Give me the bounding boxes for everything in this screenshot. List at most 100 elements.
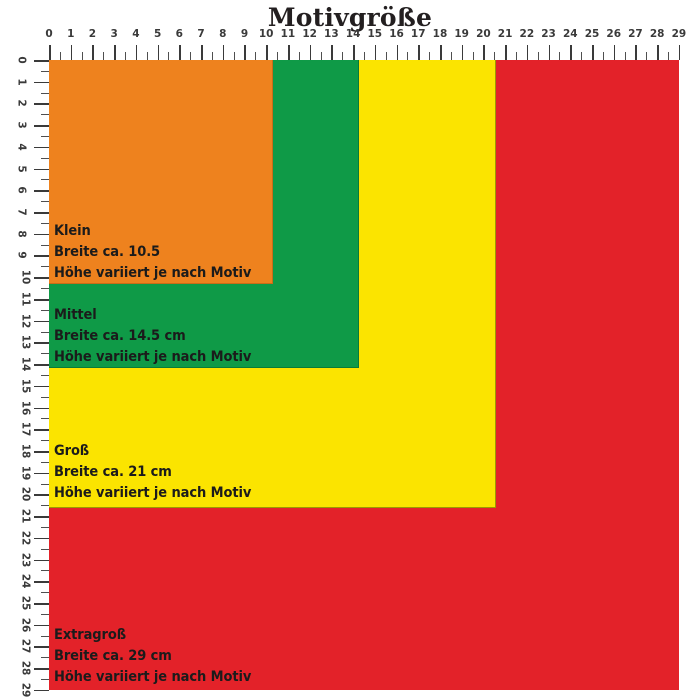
- x-tick-major: [266, 45, 268, 60]
- y-tick-major: [34, 385, 49, 388]
- x-tick-major: [396, 45, 399, 60]
- x-tick-major: [418, 45, 420, 60]
- x-tick-major: [222, 45, 225, 60]
- x-tick-minor: [342, 52, 344, 60]
- y-tick-minor: [41, 679, 49, 681]
- x-tick-minor: [515, 52, 517, 60]
- x-tick-label: 7: [197, 28, 205, 40]
- y-tick-major: [34, 472, 49, 475]
- x-tick-minor: [298, 52, 300, 60]
- y-tick-label: 17: [19, 421, 32, 437]
- x-tick-major: [92, 45, 95, 60]
- vertical-ruler: 0 1 2 3 4 5 6 7 8 9 10 11 12 13 14 15 16 17 18 19 20 21 22 23 24…: [16, 56, 49, 697]
- y-tick-label: 5: [15, 164, 28, 173]
- size-label-extragross-width: Breite ca. 29 cm: [54, 648, 172, 664]
- x-tick-label: 28: [649, 28, 665, 40]
- x-tick-minor: [146, 52, 148, 60]
- x-tick-minor: [211, 52, 213, 60]
- y-tick-minor: [41, 179, 49, 181]
- y-tick-major: [34, 212, 49, 214]
- x-tick-label: 24: [562, 28, 578, 40]
- x-tick-major: [374, 45, 377, 60]
- y-tick-label: 4: [15, 143, 28, 151]
- x-tick-minor: [81, 52, 83, 60]
- size-label-mittel-width: Breite ca. 14.5 cm: [54, 328, 186, 344]
- x-tick-label: 23: [541, 28, 556, 40]
- x-tick-minor: [537, 52, 539, 60]
- x-tick-minor: [624, 52, 626, 60]
- x-tick-label: 2: [88, 28, 97, 40]
- y-tick-minor: [41, 288, 49, 290]
- y-tick-major: [34, 342, 49, 344]
- y-tick-major: [34, 407, 49, 410]
- y-tick-label: 25: [19, 595, 32, 611]
- x-tick-major: [49, 45, 51, 60]
- x-tick-label: 17: [410, 28, 426, 40]
- y-tick-major: [34, 429, 49, 431]
- x-tick-major: [353, 45, 355, 60]
- y-tick-minor: [41, 440, 49, 442]
- y-tick-minor: [41, 92, 49, 94]
- y-tick-label: 7: [15, 208, 28, 216]
- size-label-klein: Klein Breite ca. 10.5 Höhe variiert je n…: [54, 221, 251, 284]
- y-tick-minor: [41, 526, 49, 528]
- y-tick-label: 27: [19, 639, 32, 654]
- y-tick-label: 18: [19, 443, 32, 459]
- y-tick-major: [34, 559, 49, 562]
- x-tick-minor: [450, 52, 452, 60]
- x-tick-minor: [559, 52, 561, 60]
- x-tick-label: 15: [367, 28, 383, 40]
- y-tick-major: [34, 277, 49, 279]
- y-tick-label: 0: [15, 56, 28, 64]
- y-tick-label: 28: [19, 660, 32, 676]
- y-tick-major: [34, 125, 49, 127]
- size-label-mittel: Mittel Breite ca. 14.5 cm Höhe variiert …: [54, 305, 251, 368]
- x-tick-label: 11: [280, 28, 296, 40]
- x-tick-label: 25: [584, 28, 600, 40]
- y-tick-minor: [41, 396, 49, 398]
- y-tick-label: 1: [15, 78, 28, 86]
- x-tick-major: [309, 45, 312, 60]
- y-tick-minor: [41, 483, 49, 485]
- x-tick-label: 3: [110, 28, 118, 40]
- y-tick-label: 15: [19, 378, 32, 394]
- x-tick-major: [635, 45, 638, 60]
- x-tick-major: [70, 45, 73, 60]
- y-tick-label: 19: [19, 465, 32, 480]
- x-tick-major: [114, 45, 116, 60]
- x-tick-minor: [581, 52, 583, 60]
- x-tick-major: [678, 45, 681, 60]
- y-tick-minor: [41, 548, 49, 550]
- y-tick-major: [34, 255, 49, 258]
- horizontal-ruler: 0 1 2 3 4 5 6 7 8 9 10 11 12 13 14 15 16 17 18 19 20 21 22 23 24…: [45, 28, 686, 60]
- y-tick-major: [34, 320, 49, 323]
- y-tick-minor: [41, 418, 49, 420]
- y-tick-minor: [41, 613, 49, 615]
- x-tick-label: 14: [345, 28, 361, 40]
- size-label-mittel-height: Höhe variiert je nach Motiv: [54, 349, 252, 365]
- y-tick-major: [34, 581, 49, 583]
- y-tick-label: 16: [19, 400, 32, 415]
- y-tick-label: 23: [19, 552, 32, 567]
- y-tick-minor: [41, 570, 49, 572]
- x-tick-major: [592, 45, 594, 60]
- size-band-klein: [49, 60, 273, 284]
- x-tick-label: 27: [628, 28, 643, 40]
- x-tick-minor: [233, 52, 235, 60]
- x-tick-major: [439, 45, 442, 60]
- y-tick-label: 6: [15, 186, 28, 194]
- x-tick-label: 19: [454, 28, 469, 40]
- y-tick-label: 26: [19, 617, 32, 633]
- x-tick-label: 21: [497, 28, 513, 40]
- x-tick-minor: [125, 52, 127, 60]
- x-tick-major: [179, 45, 181, 60]
- y-tick-major: [34, 537, 49, 540]
- y-tick-minor: [41, 309, 49, 311]
- x-tick-label: 6: [175, 28, 183, 40]
- y-tick-label: 9: [15, 251, 28, 260]
- y-tick-major: [34, 689, 49, 692]
- y-tick-major: [34, 364, 49, 366]
- x-tick-major: [657, 45, 659, 60]
- size-plot-area: Klein Breite ca. 10.5 Höhe variiert je n…: [49, 60, 679, 690]
- x-tick-major: [570, 45, 572, 60]
